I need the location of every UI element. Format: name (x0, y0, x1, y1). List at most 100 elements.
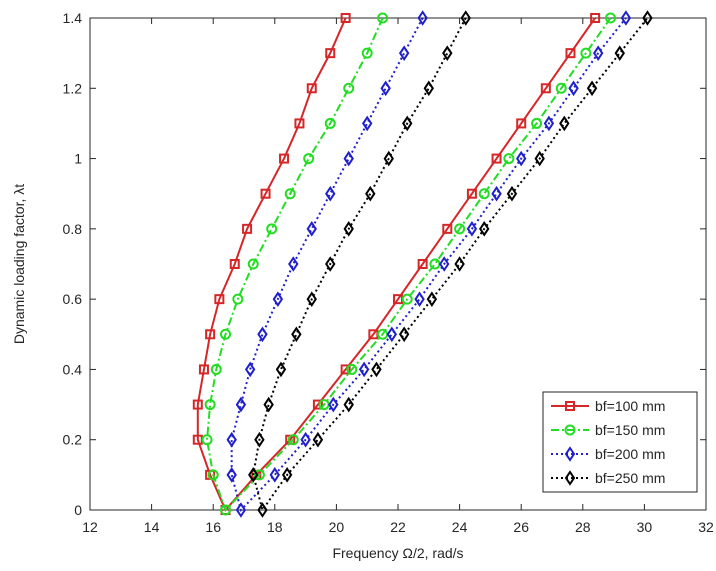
marker (454, 256, 465, 272)
y-tick-label: 1.2 (63, 80, 83, 96)
marker (257, 502, 268, 518)
marker (229, 259, 240, 269)
series-line (230, 17, 627, 512)
marker (568, 80, 579, 97)
marker (383, 150, 394, 167)
marker (380, 80, 391, 97)
x-tick-label: 14 (144, 519, 160, 535)
marker (312, 431, 324, 448)
marker (300, 431, 311, 448)
y-tick-label: 0.2 (63, 432, 83, 448)
x-tick-label: 30 (637, 519, 653, 535)
series-line (206, 17, 612, 512)
marker (306, 221, 317, 237)
marker (205, 329, 216, 340)
marker (235, 396, 247, 413)
legend-label: bf=250 mm (595, 470, 665, 486)
marker (531, 117, 543, 129)
marker (198, 364, 209, 375)
marker (398, 326, 410, 343)
marker (343, 150, 354, 167)
y-tick-label: 0.4 (63, 361, 83, 377)
marker (192, 399, 203, 410)
x-axis-label: Frequency Ω/2, rad/s (332, 545, 463, 561)
marker (288, 256, 299, 272)
marker (479, 221, 490, 237)
marker (343, 221, 354, 237)
marker (361, 115, 373, 132)
marker (565, 401, 575, 411)
marker (257, 326, 268, 343)
marker (287, 434, 299, 446)
marker (260, 188, 271, 199)
marker (361, 47, 373, 59)
marker (478, 188, 490, 200)
marker (565, 48, 576, 59)
marker (284, 188, 296, 200)
marker (540, 83, 551, 94)
marker (279, 153, 290, 164)
marker (417, 10, 428, 26)
marker (543, 115, 555, 132)
marker (491, 185, 502, 202)
marker (244, 361, 256, 378)
legend-label: bf=100 mm (595, 398, 665, 414)
marker (248, 467, 259, 483)
marker (620, 10, 632, 26)
legend-label: bf=150 mm (595, 422, 665, 438)
marker (417, 259, 428, 269)
marker (491, 153, 502, 164)
marker (210, 363, 222, 375)
marker (580, 47, 592, 59)
x-tick-label: 22 (390, 519, 406, 535)
marker (401, 293, 413, 305)
marker (564, 424, 576, 436)
marker (503, 153, 515, 165)
marker (386, 326, 398, 343)
marker (232, 293, 244, 305)
x-tick-label: 12 (82, 519, 98, 535)
marker (306, 291, 317, 307)
marker (266, 223, 278, 235)
y-tick-label: 1.4 (63, 10, 83, 26)
series-line (252, 17, 649, 513)
marker (442, 223, 453, 234)
marker (586, 80, 598, 97)
marker (398, 45, 410, 61)
marker (371, 361, 382, 378)
x-tick-label: 18 (267, 519, 283, 535)
marker (328, 396, 339, 413)
marker (516, 118, 527, 129)
marker (324, 117, 336, 129)
y-tick-label: 0.6 (63, 291, 83, 307)
marker (454, 223, 466, 235)
marker (340, 13, 351, 23)
marker (466, 188, 477, 199)
marker (423, 80, 435, 97)
marker (247, 258, 259, 270)
marker (325, 185, 336, 202)
marker (605, 12, 617, 24)
marker (204, 399, 216, 411)
marker (614, 45, 625, 61)
marker (207, 469, 219, 481)
marker (275, 361, 287, 378)
marker (214, 294, 225, 305)
marker (263, 396, 274, 413)
marker (325, 48, 336, 59)
marker (254, 431, 265, 448)
marker (325, 256, 336, 272)
marker (414, 291, 425, 307)
marker (306, 83, 317, 94)
x-tick-label: 32 (698, 519, 714, 535)
marker (226, 431, 237, 448)
marker (506, 185, 518, 202)
marker (220, 328, 232, 340)
marker (312, 399, 323, 410)
marker (365, 185, 376, 202)
x-tick-label: 24 (452, 519, 468, 535)
y-tick-label: 1 (74, 151, 82, 167)
marker (426, 291, 438, 307)
marker (564, 446, 576, 462)
